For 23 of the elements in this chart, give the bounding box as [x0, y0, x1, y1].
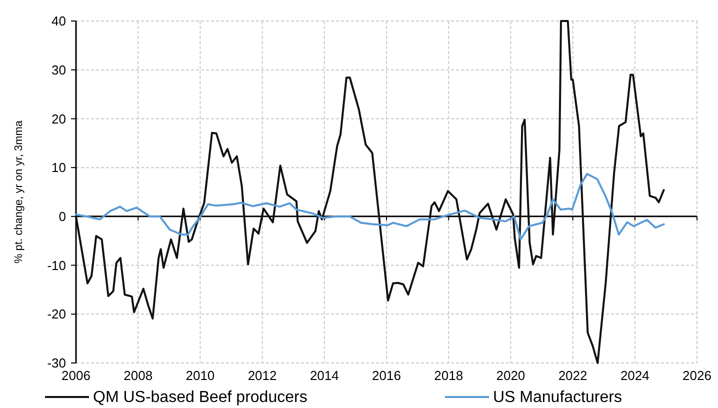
line-series [75, 172, 665, 240]
y-tick-label: 0 [58, 208, 66, 224]
legend-label: US Manufacturers [493, 389, 622, 406]
x-tick-label: 2026 [682, 368, 712, 383]
x-tick-label: 2018 [434, 368, 464, 383]
y-tick-label: -20 [47, 306, 66, 322]
x-tick-label: 2006 [62, 368, 90, 383]
y-tick-label: 20 [52, 111, 66, 126]
x-tick-label: 2014 [310, 368, 339, 383]
x-tick-label: 2008 [124, 368, 153, 383]
y-tick-label: 40 [52, 14, 66, 29]
x-tick-label: 2016 [372, 368, 401, 383]
y-tick-label: -10 [47, 258, 66, 273]
x-tick-label: 2020 [496, 368, 526, 383]
legend-label: QM US-based Beef producers [93, 389, 308, 406]
y-tick-label: 10 [52, 160, 66, 176]
x-tick-label: 2022 [558, 368, 588, 383]
y-axis-title: % pt. change, yr on yr, 3mma [13, 120, 25, 264]
y-tick-label: 30 [52, 62, 66, 78]
x-tick-label: 2010 [186, 368, 215, 383]
y-tick-label: -30 [47, 356, 66, 371]
x-tick-label: 2024 [620, 368, 650, 383]
x-tick-label: 2012 [248, 368, 277, 383]
